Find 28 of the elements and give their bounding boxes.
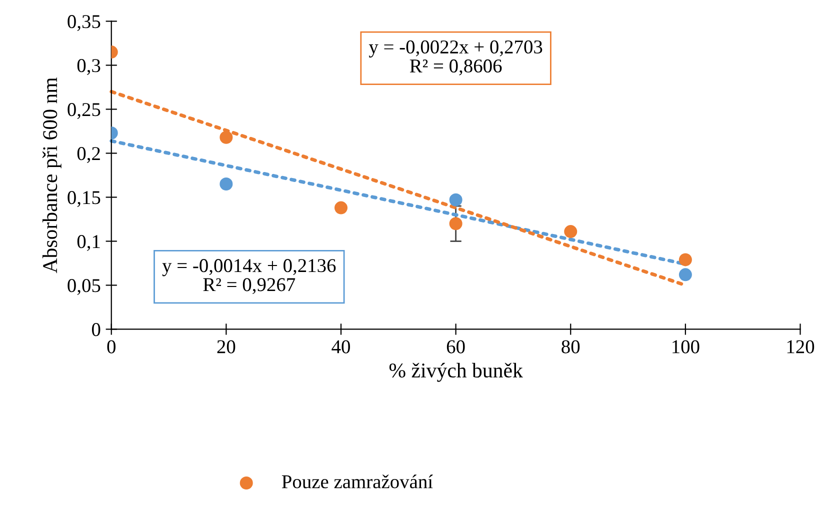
point: [678, 253, 692, 266]
x-tick-label: 80: [562, 340, 580, 354]
x-tick-label: 40: [332, 340, 350, 354]
y-tick-label: 0,1: [77, 235, 100, 251]
y-tick-label: 0,15: [68, 191, 100, 207]
x-tick-label: 120: [787, 340, 814, 354]
y-tick-label: 0,3: [77, 59, 100, 75]
point: [449, 217, 462, 230]
point: [678, 268, 692, 282]
y-tick-label: 0,05: [68, 279, 100, 295]
point: [449, 193, 462, 206]
x-tick-label: 0: [107, 340, 116, 354]
x-tick-label: 20: [217, 340, 236, 354]
point: [564, 225, 578, 238]
x-tick-label: 100: [672, 340, 700, 354]
x-axis-title: % živých buněk: [389, 362, 523, 382]
point: [220, 178, 233, 191]
y-tick-label: 0,25: [68, 103, 100, 119]
annotation: y = -0,0014x + 0,2136 R² = 0,9267: [162, 259, 336, 294]
y-tick-label: 0,35: [68, 15, 100, 31]
annotation: y = -0,0022x + 0,2703 R² = 0,8606: [368, 40, 542, 76]
x-tick-label: 60: [446, 340, 465, 354]
y-axis-title: Absorbance při 600 nm: [42, 77, 62, 274]
y-tick-label: 0: [92, 323, 100, 336]
y-tick-label: 0,2: [77, 147, 100, 163]
legend-label: Pouze zamražování: [282, 474, 433, 488]
point: [220, 130, 233, 144]
point: [334, 201, 348, 214]
